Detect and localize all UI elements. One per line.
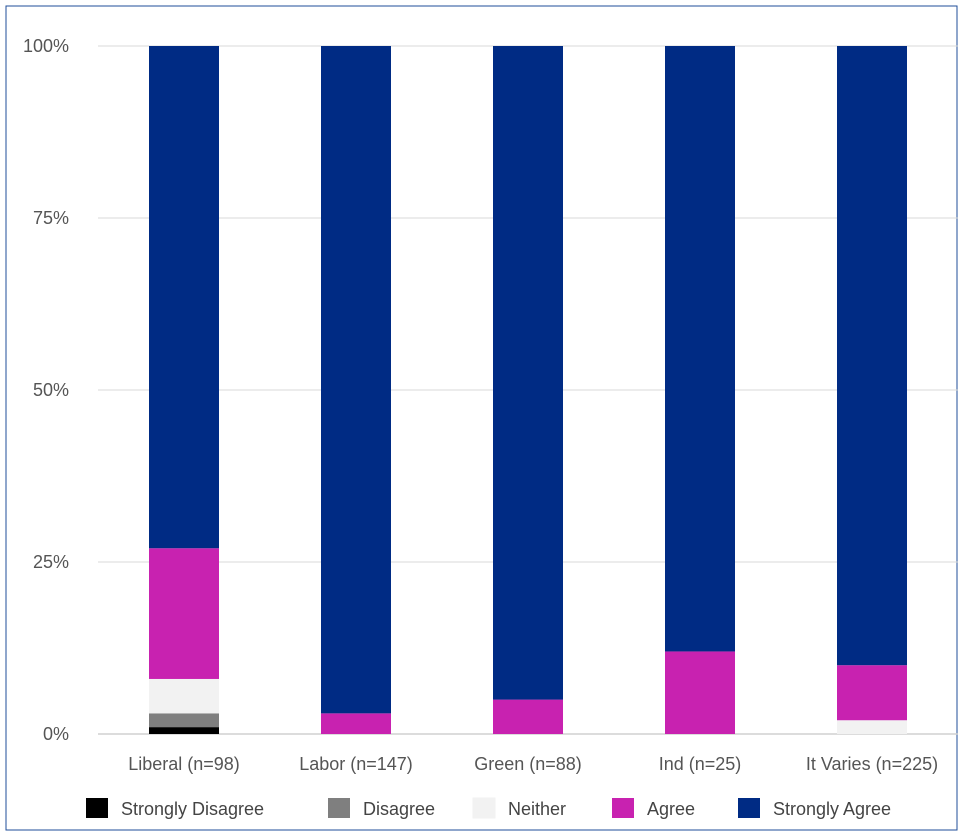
chart-border xyxy=(5,5,958,831)
legend-swatch xyxy=(328,798,350,818)
bar-segment xyxy=(149,713,219,728)
y-tick-label: 50% xyxy=(33,380,69,400)
bar-segment xyxy=(493,46,563,700)
legend-swatch xyxy=(472,797,496,819)
bar-segment xyxy=(149,678,219,714)
bar-segment xyxy=(665,651,735,734)
y-tick-label: 75% xyxy=(33,208,69,228)
legend-swatch xyxy=(738,798,760,818)
legend: Strongly Disagree Disagree Neither Agree Str… xyxy=(86,797,891,819)
x-tick-label: Ind (n=25) xyxy=(659,754,742,774)
x-tick-label: Labor (n=147) xyxy=(299,754,413,774)
x-tick-label: It Varies (n=225) xyxy=(806,754,938,774)
bar-segment xyxy=(149,727,219,734)
legend-swatch xyxy=(86,798,108,818)
bar-segment xyxy=(837,46,907,666)
y-tick-label: 0% xyxy=(43,724,69,744)
bar-segment xyxy=(837,720,907,734)
y-axis-ticks: 0% 25% 50% 75% 100% xyxy=(23,36,69,744)
bar-segment xyxy=(493,699,563,734)
x-tick-label: Liberal (n=98) xyxy=(128,754,240,774)
x-tick-label: Green (n=88) xyxy=(474,754,582,774)
legend-label: Agree xyxy=(647,799,695,819)
bar-segment xyxy=(149,46,219,549)
legend-swatch xyxy=(612,798,634,818)
bars xyxy=(149,46,907,734)
legend-label: Strongly Disagree xyxy=(121,799,264,819)
bar-segment xyxy=(665,46,735,652)
bar-segment xyxy=(837,665,907,721)
legend-label: Disagree xyxy=(363,799,435,819)
y-tick-label: 100% xyxy=(23,36,69,56)
bar-segment xyxy=(321,46,391,714)
bar-segment xyxy=(321,713,391,734)
legend-label: Neither xyxy=(508,799,566,819)
x-axis-ticks: Liberal (n=98) Labor (n=147) Green (n=88) I… xyxy=(128,754,938,774)
legend-label: Strongly Agree xyxy=(773,799,891,819)
bar-segment xyxy=(149,548,219,679)
y-tick-label: 25% xyxy=(33,552,69,572)
